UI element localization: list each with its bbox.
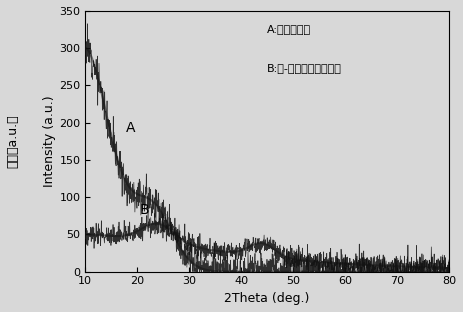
Y-axis label: Intensity (a.u.): Intensity (a.u.) [44, 95, 56, 187]
Text: B: B [140, 202, 150, 217]
Text: A: A [126, 121, 135, 134]
X-axis label: 2Theta (deg.): 2Theta (deg.) [225, 292, 310, 305]
Text: A:活性碳毛屐: A:活性碳毛屐 [267, 24, 311, 34]
Text: 强度（a.u.）: 强度（a.u.） [6, 115, 19, 168]
Text: B:硫-活性炭毛屐复合物: B:硫-活性炭毛屐复合物 [267, 63, 342, 73]
